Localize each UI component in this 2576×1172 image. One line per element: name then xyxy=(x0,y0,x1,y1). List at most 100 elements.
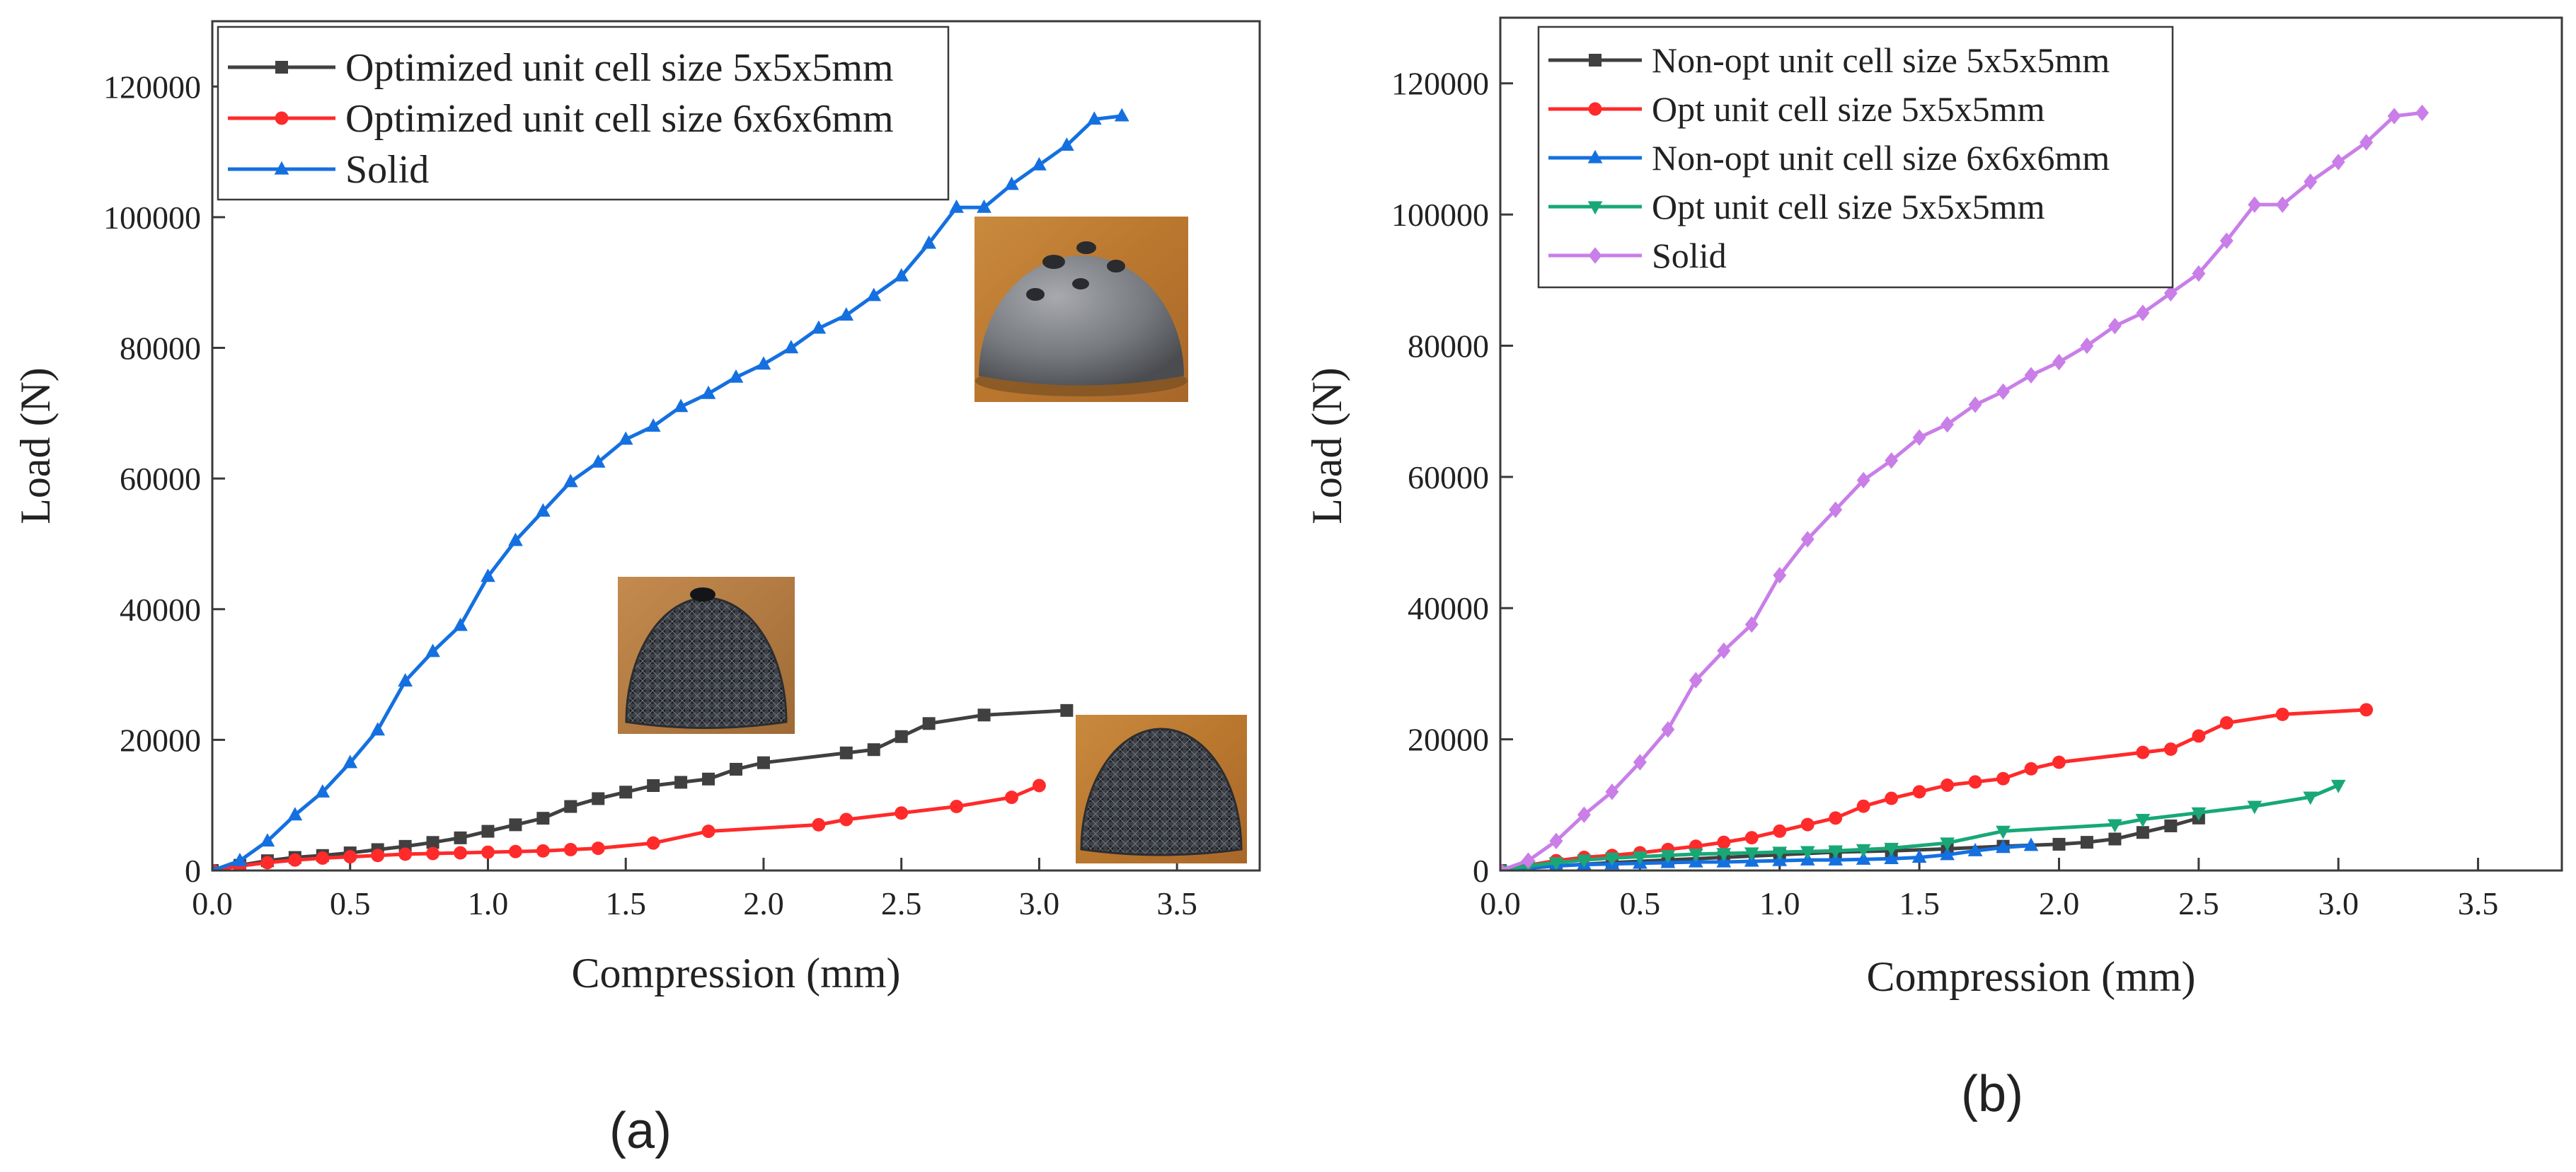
data-point xyxy=(454,831,467,844)
series-line xyxy=(1500,844,2032,871)
x-tick-label: 2.0 xyxy=(743,885,784,921)
series-line xyxy=(212,114,1122,871)
data-point xyxy=(1829,501,1843,518)
data-point xyxy=(1996,771,2010,786)
data-point xyxy=(1996,839,2011,854)
data-point xyxy=(1688,849,1703,863)
data-point xyxy=(1967,842,1983,856)
data-point xyxy=(2136,826,2149,839)
chart-b-ticks: 0.0 0.5 1.0 1.5 2.0 2.5 3.0 3.5 0 20000 40000 60000… xyxy=(1391,66,2498,921)
data-point xyxy=(2164,819,2178,832)
data-point xyxy=(1800,531,1815,548)
x-tick-label: 1.0 xyxy=(1759,885,1800,921)
legend-marker xyxy=(275,61,288,74)
data-point xyxy=(1004,176,1019,190)
data-point xyxy=(1884,842,1899,856)
data-point xyxy=(1633,851,1648,865)
data-point xyxy=(674,776,688,789)
y-tick-label: 60000 xyxy=(1408,459,1489,495)
data-point xyxy=(481,568,495,582)
data-point xyxy=(867,743,880,757)
data-point xyxy=(673,398,689,413)
data-point xyxy=(1717,642,1731,660)
data-point xyxy=(2248,196,2262,213)
legend-box xyxy=(1537,25,2174,289)
data-point xyxy=(1577,854,1592,868)
y-tick-label: 0 xyxy=(185,853,201,889)
data-point xyxy=(2191,807,2207,821)
data-point xyxy=(1032,156,1047,171)
data-point xyxy=(2024,367,2038,384)
data-point xyxy=(977,708,991,722)
data-point xyxy=(1856,851,1871,865)
data-point xyxy=(1660,850,1676,863)
data-point xyxy=(453,617,468,631)
data-point xyxy=(536,503,551,517)
series-line xyxy=(1500,708,2367,871)
data-point xyxy=(839,746,853,759)
data-point xyxy=(1744,847,1759,861)
data-point xyxy=(702,772,715,786)
data-point xyxy=(646,836,660,850)
data-point xyxy=(728,369,744,383)
data-point xyxy=(232,852,248,866)
chart-panel-b: 0.0 0.5 1.0 1.5 2.0 2.5 3.0 3.5 0 20000 40000 60000… xyxy=(1304,16,2563,1000)
data-point xyxy=(563,843,577,856)
data-point xyxy=(2052,755,2066,769)
data-point xyxy=(894,268,909,282)
data-point xyxy=(895,730,908,743)
legend-label: Optimized unit cell size 6x6x6mm xyxy=(345,97,894,141)
data-point xyxy=(1032,779,1046,793)
data-point xyxy=(425,643,440,657)
data-point xyxy=(2136,304,2150,321)
data-point xyxy=(2359,703,2374,717)
chart-a-xlabel: Compression (mm) xyxy=(572,950,901,996)
data-point xyxy=(645,418,661,432)
data-point xyxy=(316,851,330,865)
data-point xyxy=(1884,851,1899,864)
x-tick-label: 1.0 xyxy=(468,885,509,921)
data-point xyxy=(260,833,275,847)
chart-a-ylabel: Load (N) xyxy=(12,367,59,524)
data-point xyxy=(2247,800,2262,815)
data-point xyxy=(563,473,578,488)
data-point xyxy=(287,807,303,821)
y-tick-label: 120000 xyxy=(103,69,201,105)
data-point xyxy=(315,783,330,798)
y-tick-label: 0 xyxy=(1473,853,1489,889)
data-point xyxy=(1689,672,1703,689)
data-point xyxy=(1912,429,1926,446)
data-point xyxy=(895,806,909,820)
chart-b-frame xyxy=(1499,16,2563,872)
data-point xyxy=(591,841,605,856)
data-point xyxy=(1911,849,1927,863)
data-point xyxy=(1661,721,1675,738)
series-diamond xyxy=(1500,104,2430,871)
data-point xyxy=(701,385,716,399)
chart-a-legend: Optimized unit cell size 5x5x5mm Optimize… xyxy=(217,25,950,201)
data-point xyxy=(1940,415,1955,433)
data-point xyxy=(2108,832,2122,846)
data-point xyxy=(398,673,413,686)
data-point xyxy=(426,846,440,861)
data-point xyxy=(343,754,358,769)
data-point xyxy=(2303,791,2318,805)
data-point xyxy=(1059,137,1074,151)
data-point xyxy=(1005,791,1018,805)
series-square xyxy=(1500,811,2205,871)
data-point xyxy=(1500,862,1507,871)
data-point xyxy=(1829,811,1843,825)
chart-a-ticks: 0.0 0.5 1.0 1.5 2.0 2.5 3.0 3.5 0 20000 40000 60000… xyxy=(103,69,1197,921)
y-tick-label: 60000 xyxy=(120,461,201,497)
legend-label: Solid xyxy=(1652,236,1727,275)
solid-hemisphere-photo xyxy=(974,217,1188,402)
data-point xyxy=(618,431,633,445)
y-tick-label: 20000 xyxy=(1408,722,1489,758)
legend-marker xyxy=(275,111,289,125)
data-point xyxy=(1856,471,1870,489)
caption-b: (b) xyxy=(1961,1066,2023,1122)
data-point xyxy=(2387,108,2401,125)
data-point xyxy=(949,199,964,213)
data-point xyxy=(701,825,715,839)
y-tick-label: 120000 xyxy=(1391,66,1489,102)
